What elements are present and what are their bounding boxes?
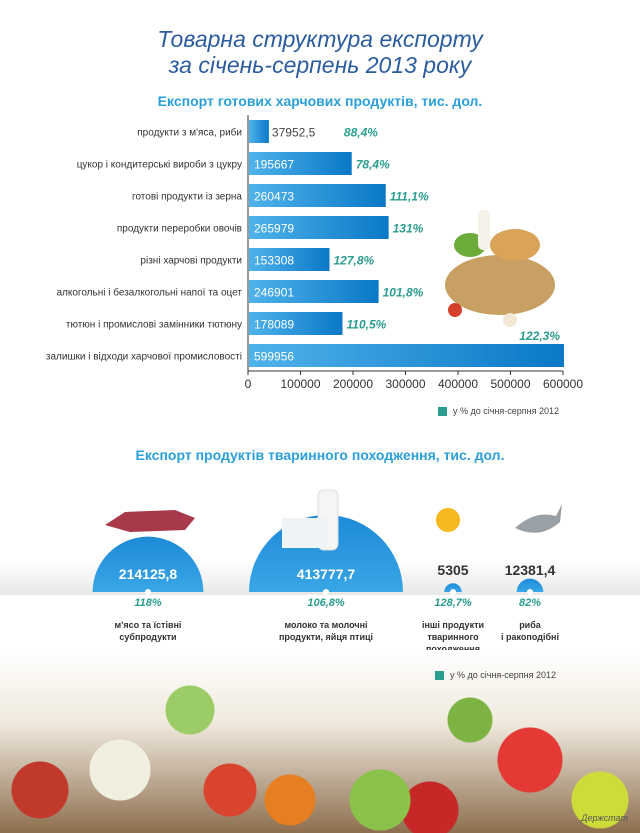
percent-label: 122,3%	[519, 329, 560, 343]
category-label: м'ясо та їстівні субпродукти	[88, 619, 208, 643]
percent-label: 127,8%	[333, 254, 374, 268]
x-tick-label: 0	[245, 377, 252, 391]
value-label: 260473	[254, 190, 294, 204]
percent-label: 111,1%	[390, 190, 429, 204]
fruits-vegetables-image	[0, 650, 640, 833]
category-label: продукти з м'яса, риби	[137, 127, 242, 139]
percent-label: 110,5%	[346, 318, 386, 332]
value-label: 195667	[254, 158, 294, 172]
value-label: 153308	[254, 254, 294, 268]
percent-label: 106,8%	[307, 597, 345, 609]
fish-icon	[515, 504, 562, 533]
bubble-dot	[323, 589, 329, 595]
bar	[249, 280, 379, 303]
category-label-line: м'ясо та їстівні	[114, 620, 182, 630]
x-tick-label: 100000	[280, 377, 320, 391]
category-label: продукти переробки овочів	[117, 223, 242, 235]
bar	[249, 248, 330, 271]
value-label: 12381,4	[504, 562, 556, 578]
bubble-dot	[145, 589, 151, 595]
bar	[249, 344, 564, 367]
percent-label: 88,4%	[344, 126, 378, 140]
category-label-line: продукти, яйця птиці	[278, 632, 374, 642]
value-label: 265979	[254, 222, 294, 236]
bubble	[516, 578, 544, 592]
bar-chart: продукти з м'яса, риби 37952,5 88,4% цукор …	[46, 115, 583, 391]
category-label: цукор і кондитерські вироби з цукру	[77, 159, 242, 171]
value-label: 37952,5	[272, 126, 316, 140]
x-tick-label: 400000	[438, 377, 478, 391]
category-label-line: походження	[426, 644, 480, 654]
x-tick-label: 300000	[385, 377, 425, 391]
source-label: Держстат	[581, 813, 628, 823]
category-label-line: тваринного	[427, 632, 479, 642]
chart1-legend: у % до січня-серпня 2012	[438, 406, 559, 416]
legend-swatch	[435, 670, 444, 680]
x-tick-label: 600000	[543, 377, 583, 391]
value-label: 5305	[437, 562, 469, 578]
legend-label: у % до січня-серпня 2012	[450, 670, 557, 680]
x-tick-label: 200000	[333, 377, 373, 391]
bee-honey-icon	[436, 508, 460, 532]
chart2-legend: у % до січня-серпня 2012	[435, 670, 556, 680]
category-label: інші продукти тваринного походження	[393, 619, 513, 655]
page-subtitle: за січень-серпень 2013 року	[168, 52, 472, 78]
value-label: 413777,7	[296, 566, 356, 582]
meat-icon	[105, 510, 195, 532]
percent-label: 131%	[393, 222, 424, 236]
bar	[249, 184, 386, 207]
category-label-line: інші продукти	[421, 620, 485, 630]
chart2-title: Експорт продуктів тваринного походження,…	[135, 447, 505, 463]
bubble-dot	[527, 589, 533, 595]
category-label-line: молоко та молочні	[284, 620, 368, 630]
percent-label: 118%	[134, 597, 162, 609]
value-label: 214125,8	[118, 566, 178, 582]
percent-label: 128,7%	[434, 597, 472, 609]
category-label: риба і ракоподібні	[470, 619, 590, 643]
legend-label: у % до січня-серпня 2012	[453, 406, 560, 416]
category-label-line: риба	[519, 620, 541, 630]
percent-label: 78,4%	[356, 158, 390, 172]
bubble-chart	[92, 489, 562, 595]
bar	[249, 120, 269, 143]
legend-swatch	[438, 406, 447, 416]
category-label: молоко та молочні продукти, яйця птиці	[266, 619, 386, 643]
bar	[249, 152, 352, 175]
x-tick-label: 500000	[490, 377, 530, 391]
bubble-dot	[450, 589, 456, 595]
category-label: різні харчові продукти	[140, 256, 242, 267]
bar	[249, 216, 389, 239]
page-title: Товарна структура експорту	[157, 26, 483, 52]
bar	[249, 312, 343, 335]
category-label-line: субпродукти	[119, 632, 177, 642]
milk-box-icon	[282, 518, 327, 548]
category-label: алкогольні і безалкогольні напої та оцет	[56, 287, 242, 299]
food-basket-image	[445, 210, 555, 327]
bubble	[444, 583, 462, 592]
chart1-title: Експорт готових харчових продуктів, тис.…	[157, 93, 483, 109]
percent-label: 82%	[518, 597, 542, 609]
category-label: тютюн і промислові замінники тютюну	[66, 320, 242, 331]
value-label: 178089	[254, 318, 294, 332]
value-label: 599956	[254, 350, 294, 364]
category-label-line: і ракоподібні	[501, 632, 559, 642]
category-label: залишки і відходи харчової промисловості	[46, 352, 242, 363]
bubble	[92, 536, 204, 592]
value-label: 246901	[254, 286, 294, 300]
category-label: готові продукти із зерна	[132, 192, 242, 203]
percent-label: 101,8%	[383, 286, 424, 300]
